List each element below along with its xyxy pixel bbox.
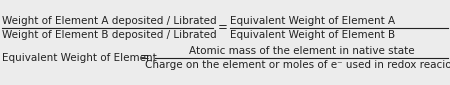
Text: Equivalent Weight of Element: Equivalent Weight of Element (2, 53, 157, 63)
Text: Equivalent Weight of Element B: Equivalent Weight of Element B (230, 30, 395, 40)
Text: Atomic mass of the element in native state: Atomic mass of the element in native sta… (189, 46, 414, 56)
Text: =: = (140, 52, 150, 65)
Text: Charge on the element or moles of e⁻ used in redox reacion: Charge on the element or moles of e⁻ use… (145, 60, 450, 70)
Text: =: = (218, 22, 228, 35)
Text: Weight of Element B deposited / Librated: Weight of Element B deposited / Librated (2, 30, 216, 40)
Text: Equivalent Weight of Element A: Equivalent Weight of Element A (230, 16, 395, 26)
Text: Weight of Element A deposited / Librated: Weight of Element A deposited / Librated (2, 16, 216, 26)
